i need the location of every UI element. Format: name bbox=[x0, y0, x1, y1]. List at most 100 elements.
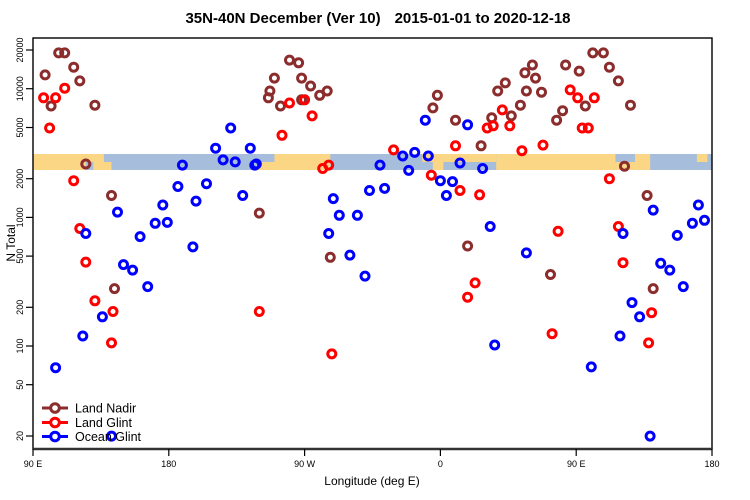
data-point-land-glint bbox=[89, 295, 101, 307]
y-tick-label: 200 bbox=[15, 300, 25, 315]
data-point-land-nadir bbox=[427, 102, 439, 114]
data-point-land-nadir bbox=[612, 75, 624, 87]
data-point-land-glint bbox=[323, 159, 335, 171]
data-point-ocean-glint bbox=[225, 122, 237, 134]
data-point-land-nadir bbox=[579, 100, 591, 112]
data-point-land-glint bbox=[454, 185, 466, 196]
data-point-land-nadir bbox=[587, 47, 599, 59]
data-point-ocean-glint bbox=[359, 270, 371, 282]
data-point-ocean-glint bbox=[440, 190, 452, 201]
legend-item-land-glint: Land Glint bbox=[42, 416, 133, 430]
series-land-nadir bbox=[39, 47, 659, 295]
data-point-land-nadir bbox=[619, 160, 630, 172]
data-point-ocean-glint bbox=[644, 430, 656, 442]
data-point-land-nadir bbox=[431, 89, 443, 101]
data-point-land-glint bbox=[588, 92, 600, 104]
data-point-ocean-glint bbox=[323, 228, 335, 239]
legend-label-ocean-glint: Ocean Glint bbox=[75, 430, 142, 444]
data-point-land-glint bbox=[425, 169, 437, 181]
data-point-ocean-glint bbox=[520, 247, 532, 259]
data-point-ocean-glint bbox=[249, 159, 261, 171]
data-point-land-nadir bbox=[324, 251, 336, 263]
data-point-ocean-glint bbox=[454, 157, 466, 169]
data-point-ocean-glint bbox=[585, 361, 597, 373]
data-point-land-nadir bbox=[499, 77, 511, 89]
band-land-segment bbox=[432, 162, 444, 170]
y-tick-label: 2000 bbox=[15, 169, 25, 189]
data-point-ocean-glint bbox=[434, 175, 446, 187]
x-tick-label: 90 W bbox=[294, 459, 316, 469]
data-point-land-glint bbox=[299, 94, 311, 106]
plot-border bbox=[32, 37, 713, 450]
chart-title-dates: 2015-01-01 to 2020-12-18 bbox=[395, 10, 571, 27]
data-point-land-glint bbox=[572, 92, 584, 104]
data-point-land-nadir bbox=[106, 190, 117, 201]
data-point-ocean-glint bbox=[112, 206, 123, 218]
data-point-land-nadir bbox=[296, 72, 308, 84]
band-ocean-overlay bbox=[257, 154, 275, 162]
data-point-land-nadir bbox=[475, 140, 487, 152]
data-point-ocean-glint bbox=[172, 181, 184, 192]
data-point-land-nadir bbox=[293, 57, 305, 69]
data-point-land-nadir bbox=[53, 47, 65, 59]
data-point-land-nadir bbox=[505, 110, 517, 122]
data-point-ocean-glint bbox=[484, 221, 496, 232]
data-point-land-glint bbox=[516, 145, 528, 157]
data-point-ocean-glint bbox=[190, 195, 202, 207]
data-point-land-glint bbox=[326, 348, 338, 360]
chart-title-range: 35N-40N December (Ver 10) bbox=[185, 10, 380, 27]
series-ocean-glint bbox=[50, 114, 710, 442]
data-point-ocean-glint bbox=[217, 154, 229, 166]
data-point-ocean-glint bbox=[344, 249, 356, 261]
legend-label-land-nadir: Land Nadir bbox=[75, 402, 136, 416]
data-point-ocean-glint bbox=[489, 339, 501, 351]
data-point-ocean-glint bbox=[655, 257, 667, 269]
data-point-land-glint bbox=[107, 306, 119, 317]
x-tick-labels: 90 E 180 90 W 0 90 E 180 bbox=[24, 459, 720, 469]
data-point-land-glint bbox=[552, 225, 564, 237]
data-point-land-glint bbox=[643, 337, 655, 349]
data-point-land-nadir bbox=[109, 283, 120, 295]
x-tick-label: 90 E bbox=[567, 459, 586, 469]
data-point-ocean-glint bbox=[626, 297, 638, 309]
data-point-ocean-glint bbox=[374, 159, 386, 171]
data-point-land-nadir bbox=[625, 99, 636, 111]
data-point-ocean-glint bbox=[244, 142, 256, 154]
band-land-segment bbox=[615, 162, 636, 170]
data-point-ocean-glint bbox=[422, 150, 434, 162]
data-point-land-nadir bbox=[314, 89, 326, 101]
data-point-land-nadir bbox=[530, 72, 541, 84]
data-point-land-glint bbox=[388, 144, 400, 156]
data-point-ocean-glint bbox=[210, 142, 222, 154]
data-point-land-nadir bbox=[80, 158, 92, 170]
data-point-ocean-glint bbox=[634, 311, 646, 323]
data-point-ocean-glint bbox=[379, 182, 391, 194]
data-point-land-glint bbox=[546, 328, 558, 340]
data-point-land-glint bbox=[276, 129, 288, 141]
y-tick-label: 20000 bbox=[15, 37, 25, 62]
data-point-ocean-glint bbox=[447, 176, 458, 188]
data-point-land-glint bbox=[284, 97, 295, 109]
data-point-land-glint bbox=[496, 104, 508, 116]
data-point-ocean-glint bbox=[187, 241, 199, 253]
data-point-ocean-glint bbox=[134, 231, 146, 243]
data-point-land-nadir bbox=[520, 85, 532, 97]
data-point-ocean-glint bbox=[351, 209, 363, 221]
data-point-ocean-glint bbox=[671, 229, 683, 241]
x-tick-label: 180 bbox=[161, 459, 176, 469]
data-point-land-glint bbox=[68, 175, 80, 187]
data-point-land-nadir bbox=[305, 80, 317, 92]
data-point-ocean-glint bbox=[96, 311, 108, 323]
y-tick-labels: 20000 10000 5000 2000 1000 500 200 100 5… bbox=[15, 37, 25, 441]
legend-item-land-nadir: Land Nadir bbox=[42, 402, 136, 416]
data-point-ocean-glint bbox=[118, 259, 129, 271]
y-tick-label: 100 bbox=[15, 338, 25, 353]
data-point-land-glint bbox=[617, 257, 629, 269]
data-point-land-nadir bbox=[536, 86, 547, 98]
data-point-land-glint bbox=[603, 173, 615, 185]
x-tick-marks bbox=[32, 449, 713, 456]
data-point-land-glint bbox=[537, 139, 549, 151]
band-land-segment bbox=[85, 154, 104, 162]
data-point-land-nadir bbox=[573, 65, 585, 77]
